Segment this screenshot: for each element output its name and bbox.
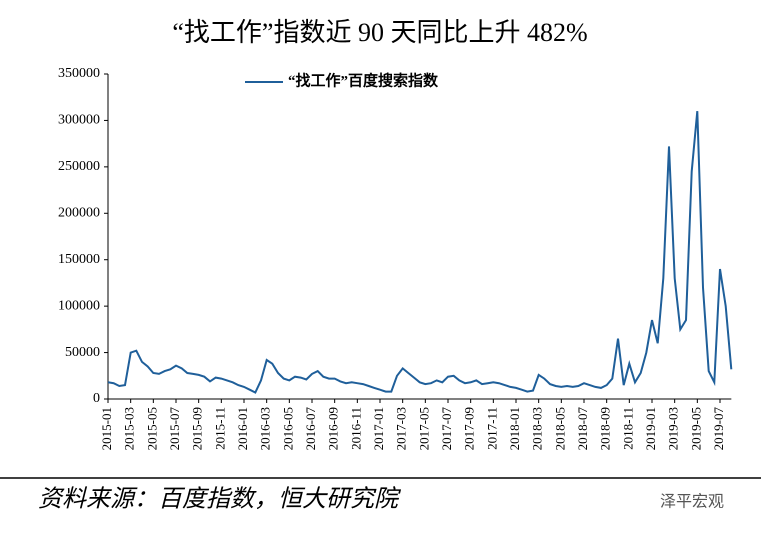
x-tick-label: 2019-05	[688, 407, 703, 450]
x-tick-label: 2015-05	[144, 407, 159, 450]
x-tick-label: 2017-03	[394, 407, 409, 450]
x-tick-label: 2015-11	[212, 407, 227, 450]
x-tick-label: 2015-01	[99, 407, 114, 450]
x-tick-label: 2018-09	[598, 407, 613, 450]
x-tick-label: 2018-05	[552, 407, 567, 450]
x-tick-label: 2018-03	[530, 407, 545, 450]
x-tick-label: 2019-07	[711, 407, 726, 451]
x-tick-label: 2017-05	[416, 407, 431, 450]
x-tick-label: 2015-03	[122, 407, 137, 450]
x-tick-label: 2016-05	[280, 407, 295, 450]
x-tick-label: 2019-01	[643, 407, 658, 450]
source: 资料来源：百度指数，恒大研究院	[38, 486, 402, 513]
y-tick-label: 150000	[58, 252, 100, 267]
x-tick-label: 2016-09	[326, 407, 341, 450]
x-tick-label: 2017-11	[484, 407, 499, 450]
x-tick-label: 2018-01	[507, 407, 522, 450]
y-tick-label: 300000	[58, 113, 100, 128]
x-tick-label: 2017-01	[371, 407, 386, 450]
line	[107, 111, 733, 394]
x-tick-label: 2017-09	[462, 407, 477, 450]
x-tick-label: 2018-07	[575, 407, 590, 451]
y-tick-label: 0	[93, 391, 100, 406]
x-tick-label: 2018-11	[620, 407, 635, 450]
y-tick-label: 350000	[58, 66, 100, 81]
watermark: 泽平宏观	[660, 493, 724, 511]
y-tick-label: 200000	[58, 206, 100, 221]
x-tick-label: 2016-01	[235, 407, 250, 450]
x-tick-label: 2017-07	[439, 407, 454, 451]
y-tick-label: 250000	[58, 159, 100, 174]
legend-label: “找工作”百度搜索指数	[288, 71, 439, 89]
x-tick-label: 2015-09	[190, 407, 205, 450]
y-tick-label: 50000	[65, 345, 100, 360]
x-tick-label: 2016-07	[303, 407, 318, 451]
chart-title: “找工作”指数近 90 天同比上升 482%	[172, 18, 587, 47]
x-tick-label: 2016-03	[258, 407, 273, 450]
y-tick-label: 100000	[58, 298, 100, 313]
x-tick-label: 2015-07	[167, 407, 182, 451]
x-tick-label: 2016-11	[348, 407, 363, 450]
x-tick-label: 2019-03	[666, 407, 681, 450]
